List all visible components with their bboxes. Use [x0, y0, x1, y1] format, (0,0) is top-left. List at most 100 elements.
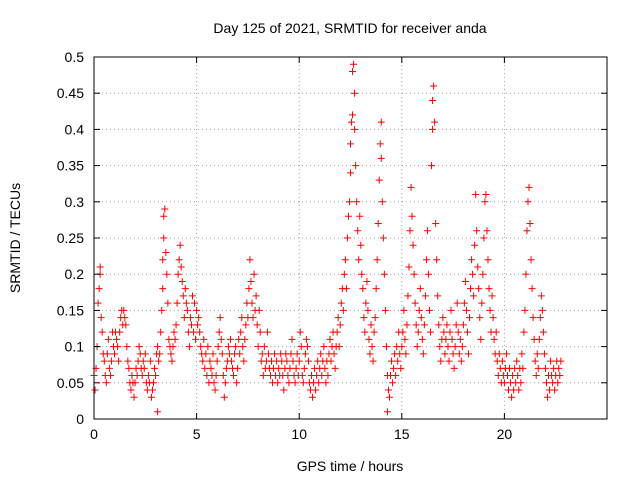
- data-point: [525, 183, 533, 191]
- data-point: [102, 379, 110, 387]
- data-point: [263, 328, 271, 336]
- data-point: [533, 350, 541, 358]
- data-point: [260, 343, 268, 351]
- data-point: [455, 350, 463, 358]
- data-point: [444, 343, 452, 351]
- data-point: [296, 328, 304, 336]
- data-point: [200, 335, 208, 343]
- data-point: [315, 379, 323, 387]
- data-point: [288, 335, 296, 343]
- data-point: [352, 162, 360, 170]
- data-point: [289, 357, 297, 365]
- data-point: [104, 335, 112, 343]
- data-point: [435, 321, 443, 329]
- data-point: [220, 393, 228, 401]
- data-point: [271, 350, 279, 358]
- data-point: [414, 328, 422, 336]
- x-axis-label: GPS time / hours: [297, 458, 404, 474]
- data-point: [524, 198, 532, 206]
- data-point: [421, 292, 429, 300]
- data-point: [245, 285, 253, 293]
- data-point: [179, 292, 187, 300]
- data-point: [309, 393, 317, 401]
- data-point: [222, 364, 230, 372]
- data-point: [452, 321, 460, 329]
- data-point: [555, 364, 563, 372]
- data-point: [165, 335, 173, 343]
- data-point: [226, 335, 234, 343]
- data-point: [148, 386, 156, 394]
- data-point: [464, 350, 472, 358]
- data-point: [342, 285, 350, 293]
- data-point: [537, 292, 545, 300]
- data-point: [447, 306, 455, 314]
- data-point: [492, 328, 500, 336]
- data-point: [453, 299, 461, 307]
- data-point: [213, 357, 221, 365]
- data-point: [191, 299, 199, 307]
- data-point: [522, 270, 530, 278]
- data-point: [557, 357, 565, 365]
- data-point: [115, 357, 123, 365]
- data-point: [359, 285, 367, 293]
- data-point: [488, 292, 496, 300]
- data-point: [526, 220, 534, 228]
- data-point: [127, 386, 135, 394]
- data-point: [350, 60, 358, 68]
- data-point: [162, 248, 170, 256]
- data-point: [160, 212, 168, 220]
- data-point: [163, 270, 171, 278]
- data-point: [302, 335, 310, 343]
- data-point: [193, 306, 201, 314]
- data-point: [513, 357, 521, 365]
- data-point: [186, 314, 194, 322]
- data-point: [436, 343, 444, 351]
- data-point: [337, 299, 345, 307]
- data-point: [303, 343, 311, 351]
- data-point: [547, 357, 555, 365]
- data-point: [384, 386, 392, 394]
- data-point: [532, 372, 540, 380]
- data-point: [399, 328, 407, 336]
- data-point: [448, 335, 456, 343]
- data-point: [199, 357, 207, 365]
- data-point: [283, 357, 291, 365]
- data-point: [241, 335, 249, 343]
- data-point: [483, 227, 491, 235]
- data-point: [177, 263, 185, 271]
- data-point: [502, 350, 510, 358]
- data-point: [147, 393, 155, 401]
- data-point: [456, 335, 464, 343]
- data-point: [174, 270, 182, 278]
- data-point: [451, 343, 459, 351]
- data-point: [407, 183, 415, 191]
- data-point: [528, 285, 536, 293]
- data-point: [120, 306, 128, 314]
- data-point: [335, 343, 343, 351]
- data-point: [471, 241, 479, 249]
- data-point: [187, 321, 195, 329]
- data-point: [146, 357, 154, 365]
- data-point: [406, 227, 414, 235]
- data-point: [439, 314, 447, 322]
- data-point: [138, 372, 146, 380]
- data-point: [326, 335, 334, 343]
- data-point: [446, 328, 454, 336]
- data-point: [173, 299, 181, 307]
- data-point: [291, 379, 299, 387]
- data-point: [327, 357, 335, 365]
- data-point: [95, 285, 103, 293]
- data-point: [554, 379, 562, 387]
- y-tick-label: 0.45: [57, 85, 84, 101]
- data-point: [345, 198, 353, 206]
- data-point: [312, 386, 320, 394]
- data-point: [433, 256, 441, 264]
- data-point: [339, 306, 347, 314]
- data-point: [318, 372, 326, 380]
- data-point: [518, 350, 526, 358]
- data-point: [470, 292, 478, 300]
- data-point: [347, 140, 354, 148]
- data-point: [176, 241, 184, 249]
- data-point: [508, 393, 516, 401]
- data-point: [324, 372, 332, 380]
